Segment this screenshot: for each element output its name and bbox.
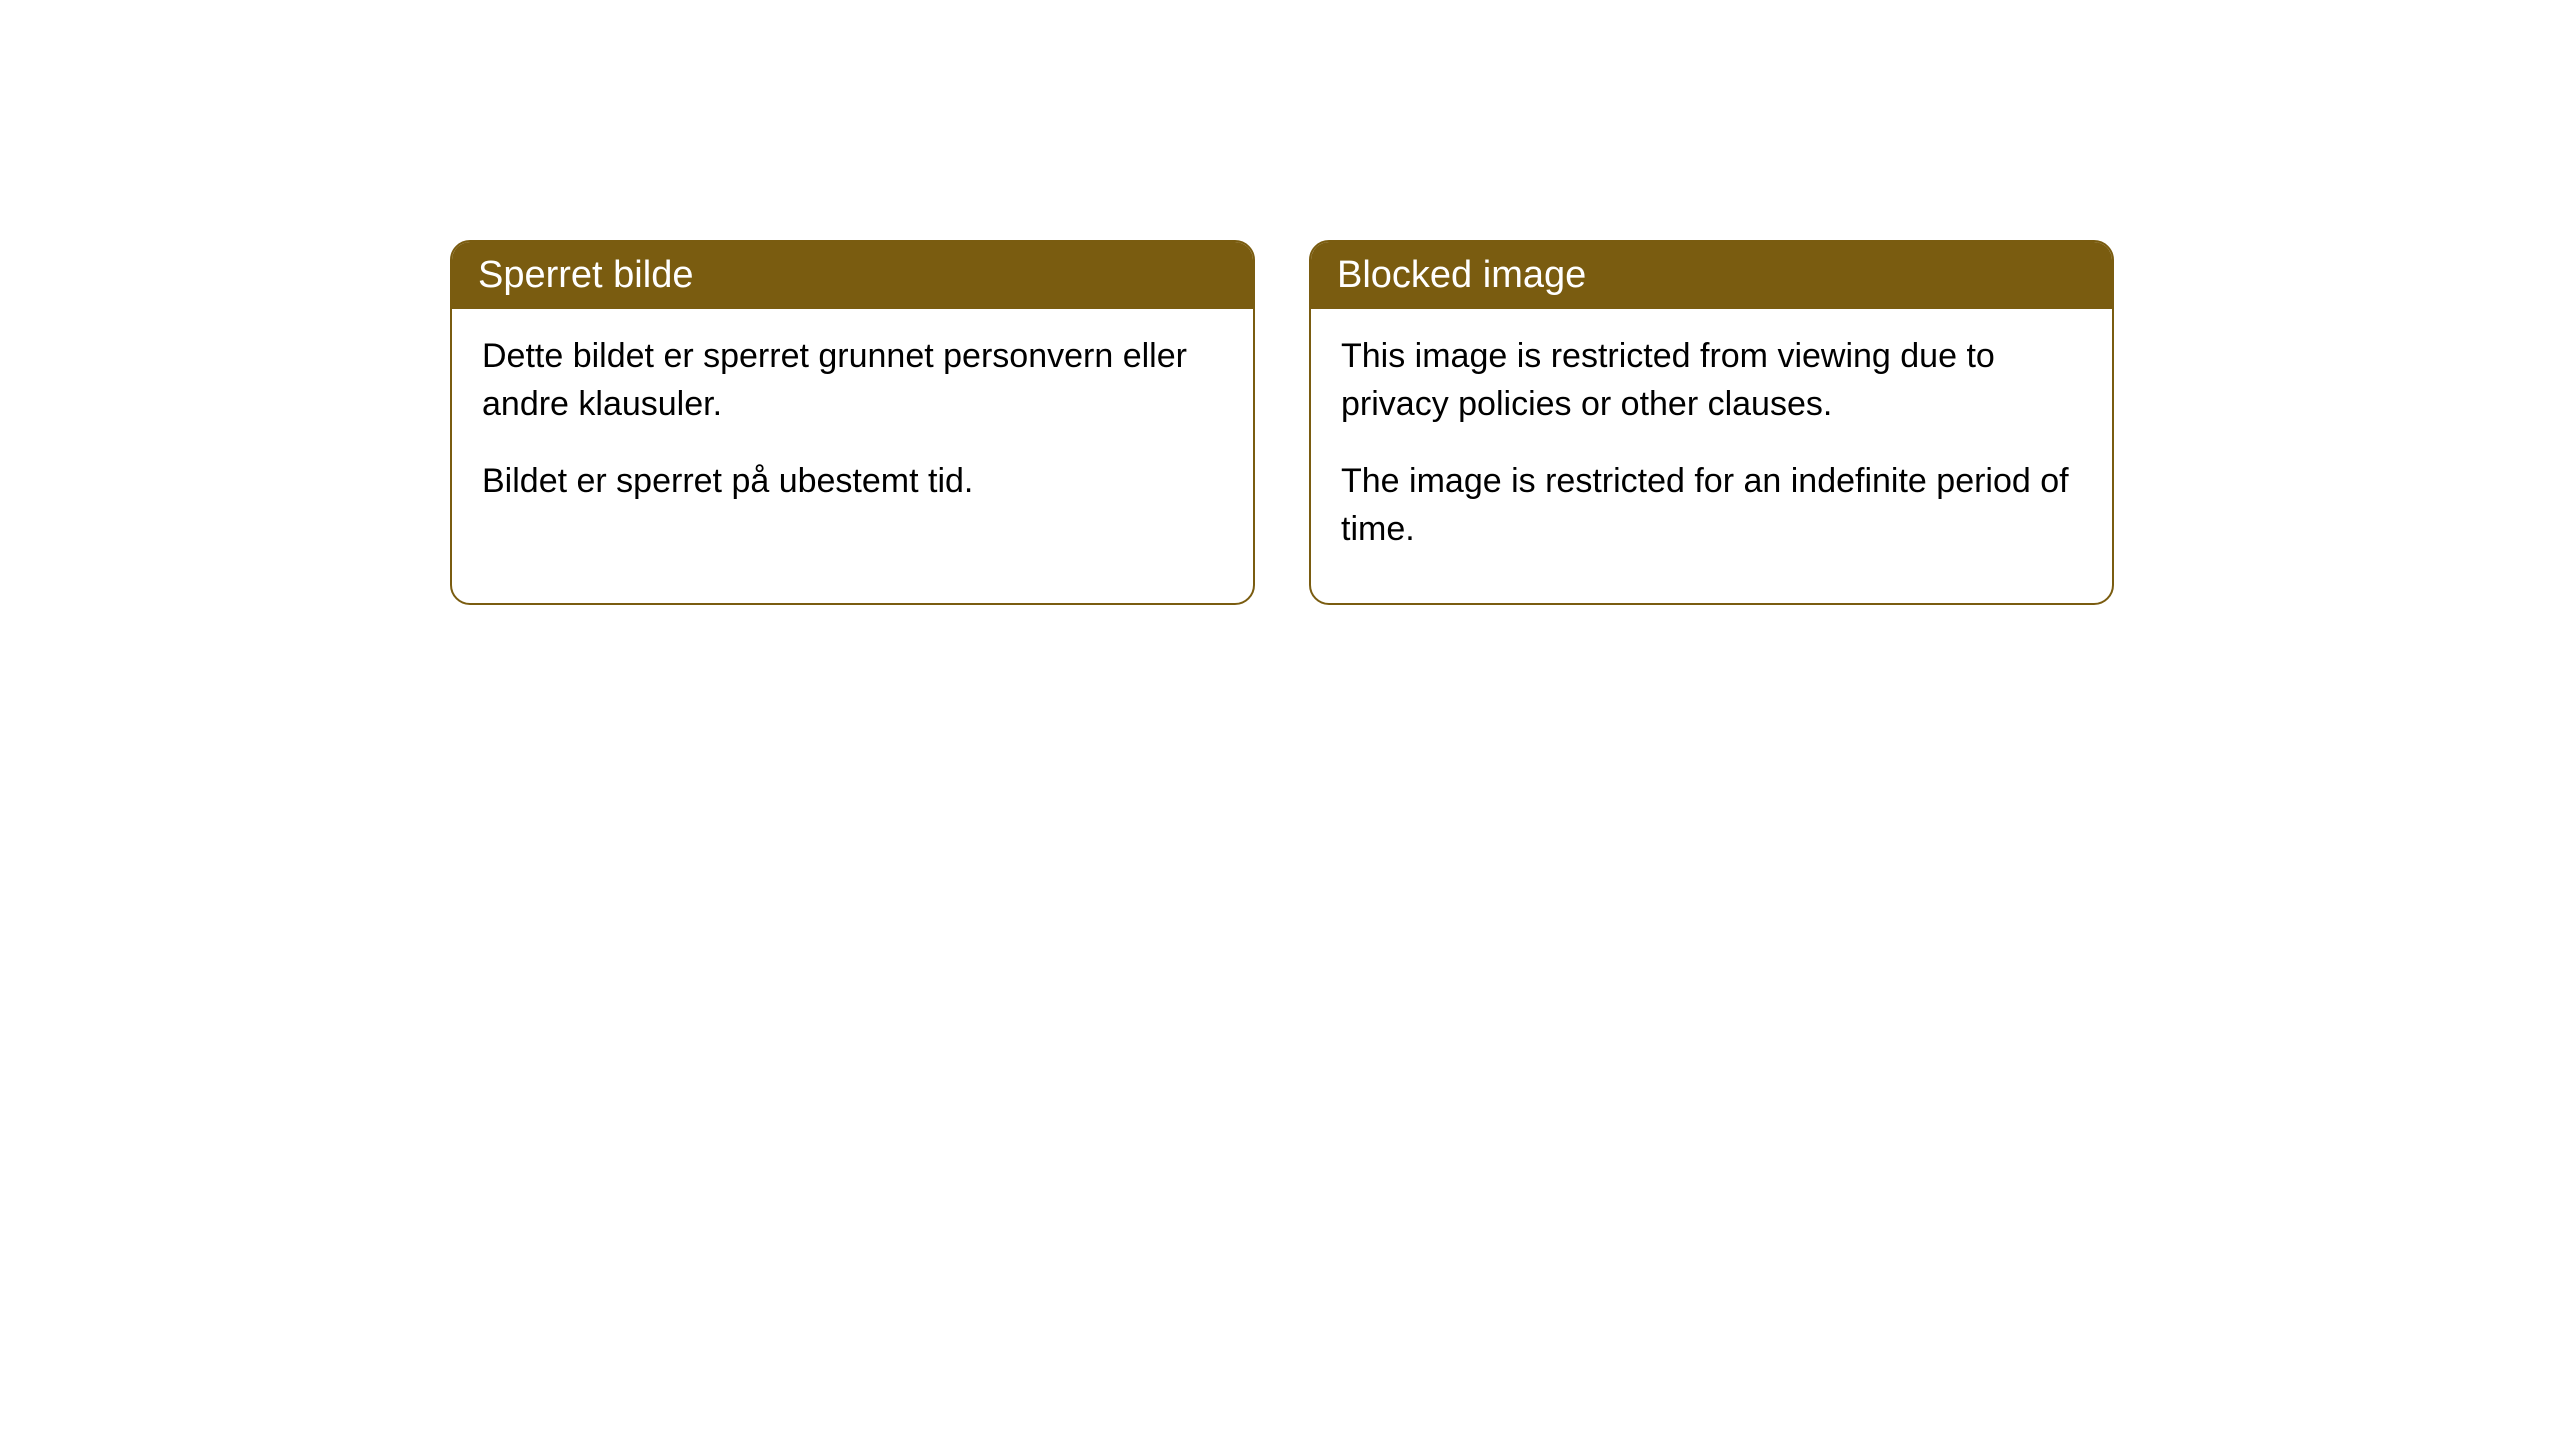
card-paragraph: Dette bildet er sperret grunnet personve… [482, 333, 1223, 428]
card-body-norwegian: Dette bildet er sperret grunnet personve… [452, 309, 1253, 556]
card-body-english: This image is restricted from viewing du… [1311, 309, 2112, 603]
card-title: Blocked image [1337, 254, 1586, 296]
card-header-english: Blocked image [1311, 242, 2112, 309]
card-paragraph: This image is restricted from viewing du… [1341, 333, 2082, 428]
card-norwegian: Sperret bilde Dette bildet er sperret gr… [450, 240, 1255, 605]
card-title: Sperret bilde [478, 254, 693, 296]
card-paragraph: Bildet er sperret på ubestemt tid. [482, 458, 1223, 506]
card-paragraph: The image is restricted for an indefinit… [1341, 458, 2082, 553]
card-header-norwegian: Sperret bilde [452, 242, 1253, 309]
cards-container: Sperret bilde Dette bildet er sperret gr… [0, 0, 2560, 605]
card-english: Blocked image This image is restricted f… [1309, 240, 2114, 605]
